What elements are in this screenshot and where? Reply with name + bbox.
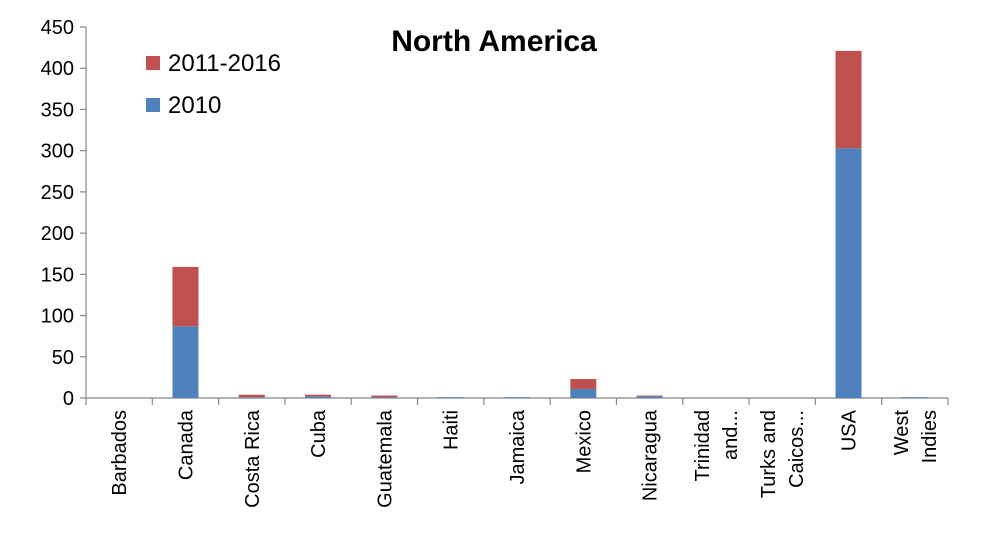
bar-2010 [371,397,398,398]
y-tick-label: 300 [41,141,74,163]
bar-2011-2016 [305,394,332,397]
bar-2011-2016 [570,379,597,389]
x-tick-label: Canada [175,409,197,480]
bar-2010 [570,388,597,398]
y-tick-label: 450 [41,17,74,39]
bar-2011-2016 [636,395,663,397]
bar-2011-2016 [835,50,862,149]
y-tick-label: 0 [63,388,74,410]
x-tick-label: Costa Rica [242,409,264,508]
bar-2010 [238,397,265,398]
y-tick-label: 250 [41,182,74,204]
y-axis: 0 50 100 150 200 250 300 350 400 450 [41,17,87,410]
bar-2010 [504,397,530,398]
bar-2011-2016 [172,266,199,327]
y-tick-label: 150 [41,264,74,286]
y-tick-label: 350 [41,99,74,121]
legend-swatch [146,98,160,112]
bar-2011-2016 [238,394,265,398]
y-tick-label: 50 [52,347,74,369]
x-tick-label: Guatemala [374,409,396,508]
bar-2010 [437,397,464,398]
legend-label: 2011-2016 [168,50,281,77]
x-tick-label: Turks and [758,410,780,498]
y-tick-label: 100 [41,306,74,328]
y-tick-label: 400 [41,58,74,80]
x-tick-label: and... [720,410,742,460]
legend-swatch [146,56,160,70]
bar-2010 [901,397,928,398]
x-tick-label: Jamaica [507,409,529,484]
bar-2010 [172,326,199,398]
x-tick-label: Mexico [573,410,595,473]
bar-2010 [305,396,332,398]
bar-2010 [636,396,663,398]
bar-2011-2016 [371,395,398,398]
x-tick-label: West [891,410,913,456]
chart-title: North America [391,25,597,58]
x-tick-label: Caicos... [786,410,808,488]
bar-2010 [835,148,862,398]
legend-label: 2010 [168,92,221,119]
x-tick-label: Haiti [441,410,463,450]
x-axis: Barbados Canada Costa Rica Cuba Guatemala Hai… [85,397,949,508]
y-tick-label: 200 [41,223,74,245]
x-tick-label: Indies [919,410,941,463]
x-tick-label: Nicaragua [640,409,662,501]
x-tick-label: Trinidad [692,410,714,482]
legend: 2011-2016 2010 [146,50,281,119]
x-tick-label: Cuba [308,409,330,458]
x-tick-label: USA [839,409,861,451]
x-tick-label: Barbados [109,410,131,496]
bars [172,50,928,398]
